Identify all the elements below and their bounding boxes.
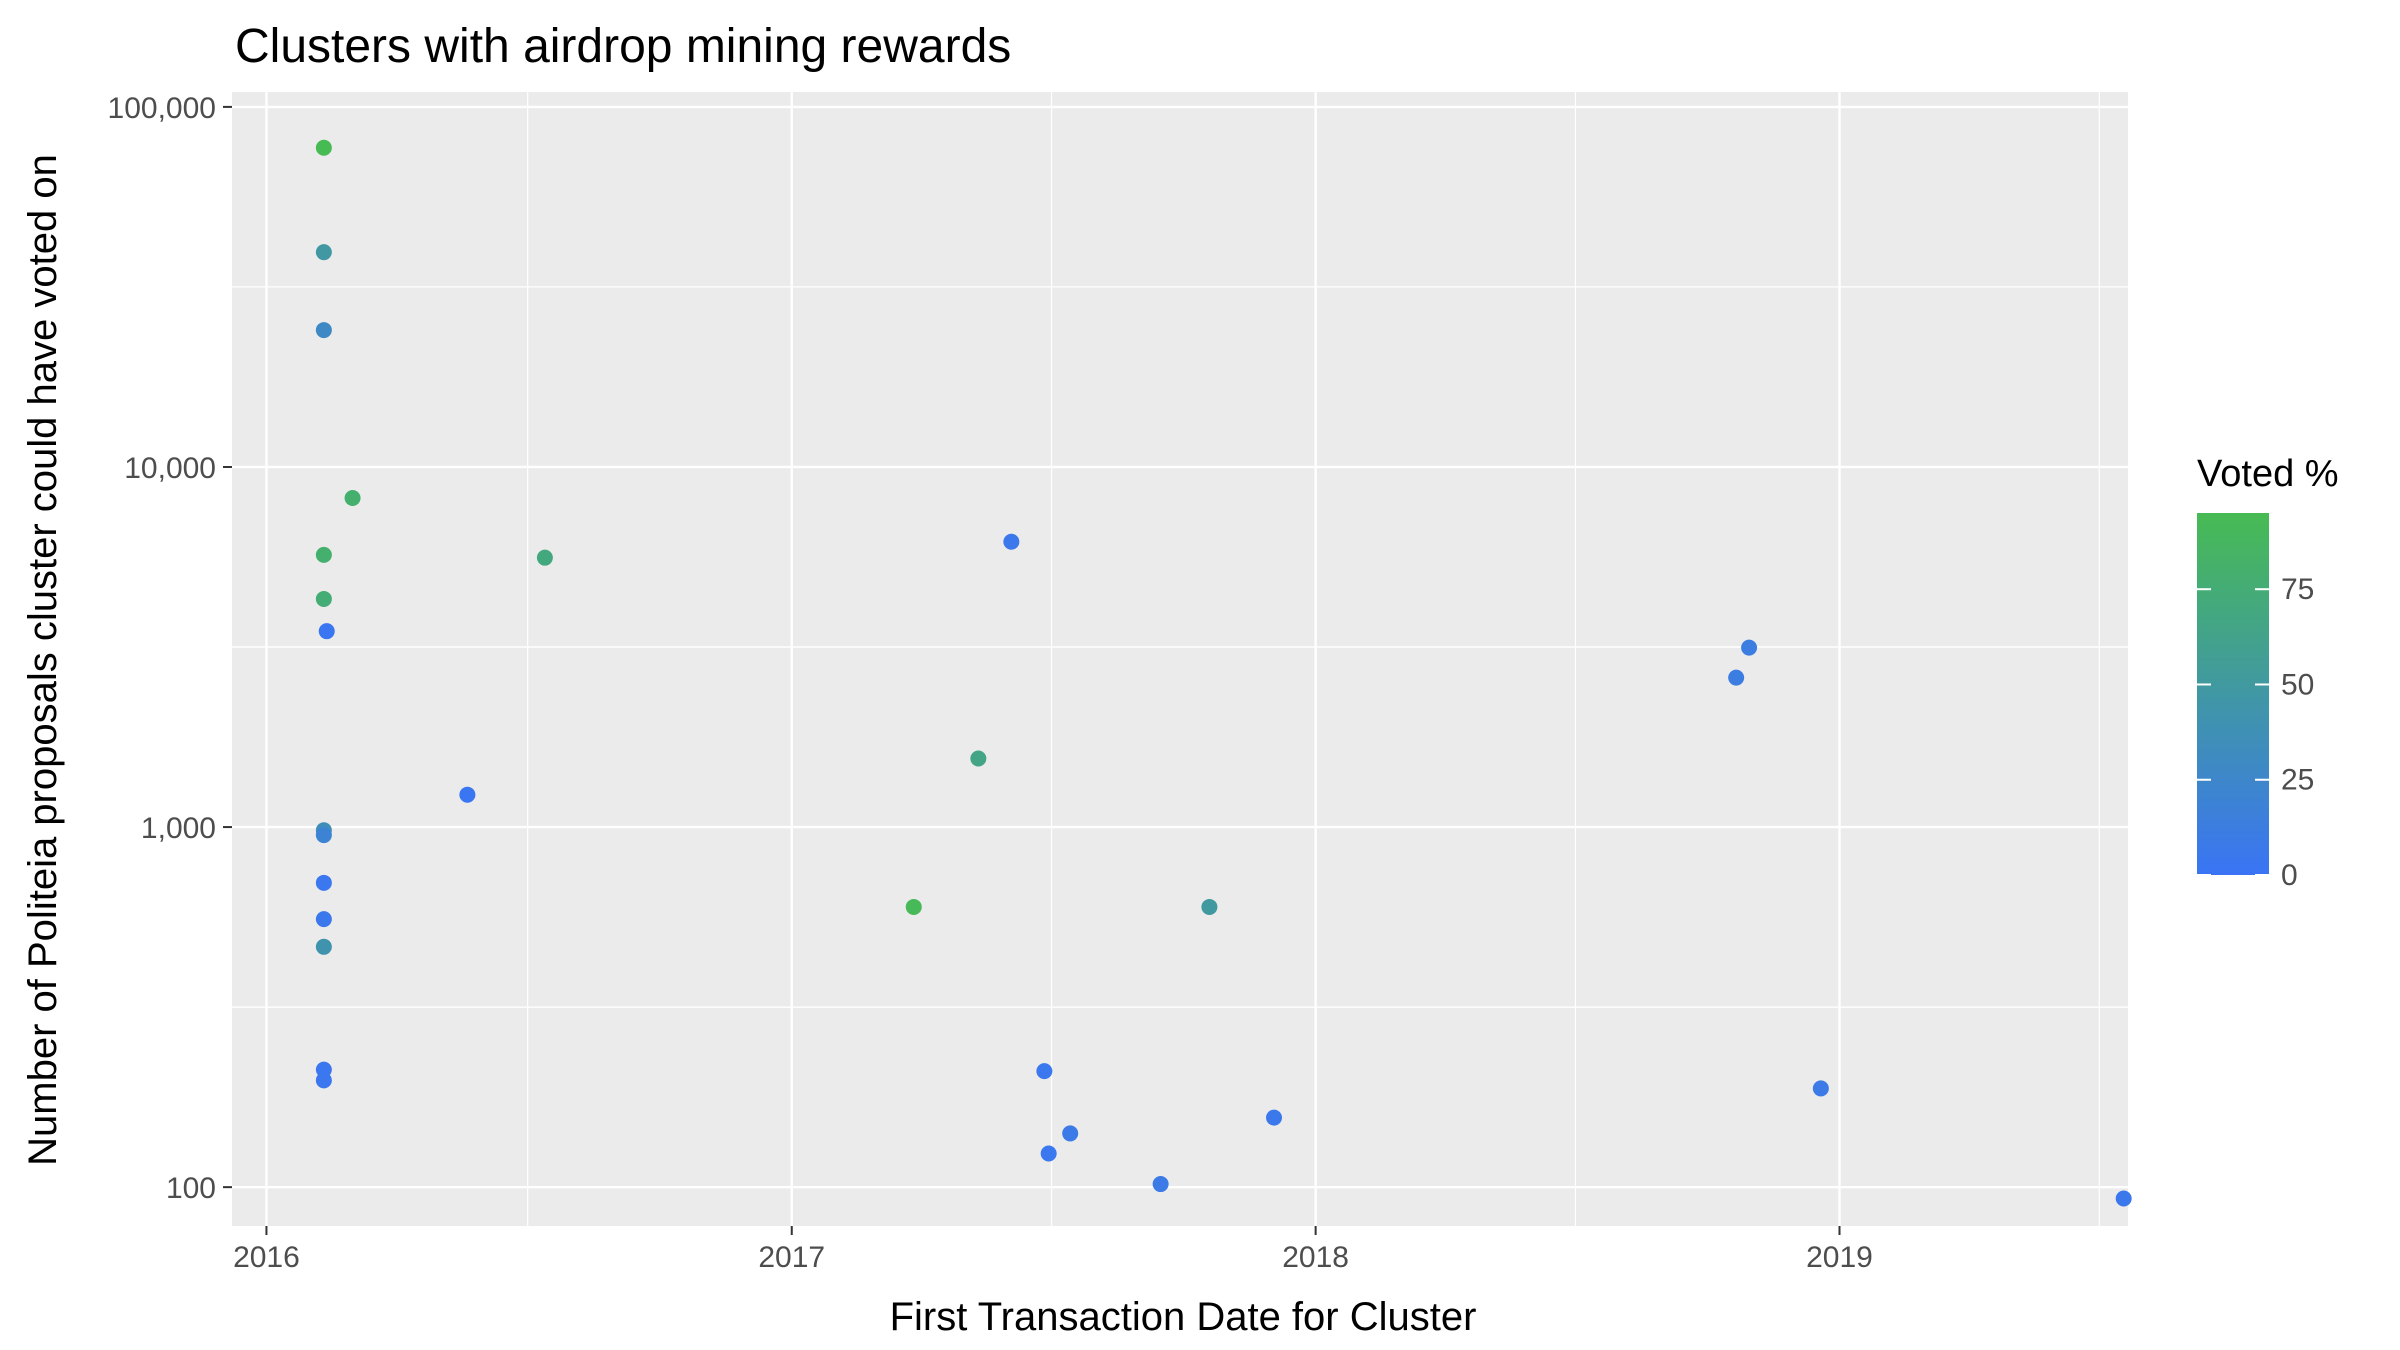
data-point [2115,1190,2132,1207]
data-point [1003,533,1020,550]
data-point [315,139,332,156]
data-point [905,898,922,915]
legend-tick-label: 25 [2281,764,2314,797]
data-point [1201,898,1218,915]
data-point [315,911,332,928]
y-tick-label: 10,000 [124,452,216,485]
data-point [315,244,332,261]
data-point [1040,1145,1057,1162]
legend-title: Voted % [2197,453,2339,495]
data-point [315,1072,332,1089]
data-point [315,546,332,563]
y-axis-title: Number of Politeia proposals cluster cou… [21,154,65,1166]
plot-panel [232,92,2128,1226]
color-legend: Voted % 0 25 50 75 [2197,453,2339,892]
data-point [1266,1109,1283,1126]
y-tick-label: 100,000 [108,92,216,125]
y-tick-label: 1,000 [141,812,216,845]
legend-tick-label: 50 [2281,668,2314,701]
data-point [1062,1125,1079,1142]
data-point [315,874,332,891]
x-tick-label: 2016 [233,1241,300,1274]
data-point [970,750,987,767]
axes: 2016 2017 2018 2019 100 1,000 10,000 100,000 [108,92,1873,1274]
data-point [1812,1080,1829,1097]
data-point [1036,1063,1053,1080]
legend-tick-label: 75 [2281,573,2314,606]
data-point [344,490,361,507]
data-point [1728,669,1745,686]
legend-tick-label: 0 [2281,859,2298,892]
x-axis-title: First Transaction Date for Cluster [890,1295,1477,1339]
data-point [459,786,476,803]
data-point [315,827,332,844]
data-point [315,938,332,955]
data-point [1152,1176,1169,1193]
data-point [318,623,335,640]
x-tick-label: 2017 [758,1241,825,1274]
data-points [315,139,2132,1207]
legend-ticks: 0 25 50 75 [2197,573,2314,892]
data-point [1741,639,1758,656]
data-point [315,322,332,339]
gridlines [232,92,2128,1226]
chart-title: Clusters with airdrop mining rewards [235,20,1011,73]
x-tick-label: 2019 [1806,1241,1873,1274]
data-point [315,590,332,607]
data-point [536,549,553,566]
x-tick-label: 2018 [1282,1241,1349,1274]
legend-colorbar [2197,513,2269,875]
y-tick-label: 100 [166,1172,216,1205]
